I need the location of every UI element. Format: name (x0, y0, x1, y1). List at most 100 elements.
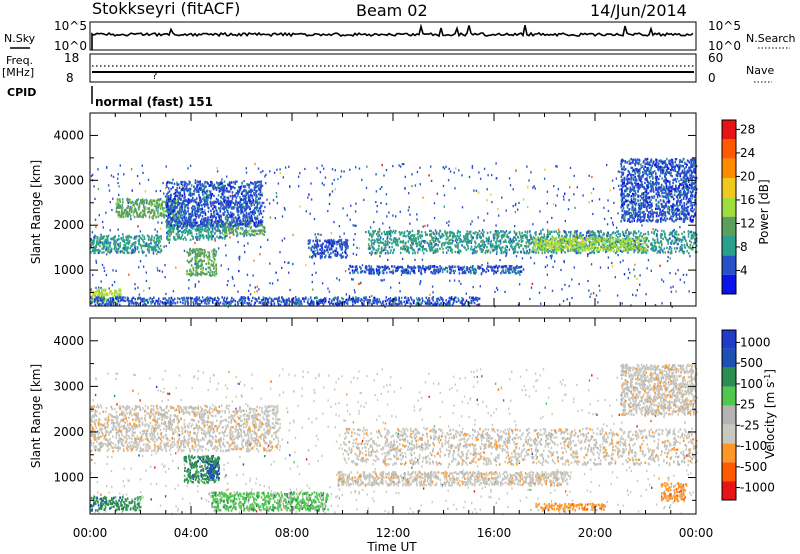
echo-pixel (236, 203, 238, 206)
echo-pixel (485, 249, 488, 252)
scatter-pixel (675, 290, 677, 293)
scatter-pixel (550, 257, 552, 260)
echo-pixel (351, 269, 354, 272)
echo-pixel (423, 240, 425, 243)
echo-pixel (159, 244, 162, 248)
scatter-pixel (259, 253, 261, 256)
echo-pixel (482, 235, 485, 238)
echo-pixel (115, 241, 118, 244)
scatter-pixel (188, 287, 190, 290)
echo-pixel (642, 250, 645, 253)
echo-pixel (646, 237, 649, 240)
scatter-pixel (627, 277, 629, 280)
echo-pixel (258, 229, 260, 232)
echo-pixel (565, 235, 568, 238)
echo-pixel (322, 242, 324, 245)
echo-pixel (468, 239, 470, 242)
echo-pixel (674, 231, 676, 234)
scatter-pixel (100, 286, 102, 290)
echo-pixel (199, 180, 201, 183)
echo-pixel (106, 292, 108, 295)
echo-pixel (256, 215, 259, 218)
echo-pixel (256, 217, 259, 220)
scatter-pixel (330, 238, 332, 241)
echo-pixel (236, 180, 238, 183)
scatter-pixel (569, 186, 571, 189)
echo-pixel (189, 230, 192, 233)
echo-pixel (169, 228, 172, 232)
echo-pixel (403, 248, 406, 251)
echo-pixel (386, 232, 388, 235)
echo-pixel (210, 182, 212, 185)
scatter-pixel (535, 231, 537, 234)
echo-pixel (575, 249, 577, 252)
echo-pixel (250, 181, 252, 184)
echo-pixel (251, 229, 253, 233)
echo-pixel (510, 245, 512, 248)
echo-pixel (490, 246, 492, 249)
echo-pixel (438, 232, 440, 235)
echo-pixel (187, 203, 189, 206)
echo-pixel (199, 258, 202, 261)
echo-pixel (207, 203, 209, 206)
scatter-pixel (592, 292, 595, 295)
echo-pixel (190, 249, 193, 253)
scatter-pixel (103, 266, 105, 269)
echo-pixel (526, 235, 528, 239)
echo-pixel (134, 209, 136, 212)
echo-pixel (234, 182, 236, 185)
echo-pixel (441, 244, 443, 247)
scatter-pixel (690, 184, 692, 187)
echo-pixel (664, 251, 666, 254)
scatter-pixel (587, 253, 589, 256)
echo-pixel (612, 236, 614, 240)
echo-pixel (317, 244, 320, 247)
scatter-pixel (145, 279, 148, 283)
echo-pixel (654, 245, 656, 248)
scatter-pixel (261, 192, 263, 195)
echo-pixel (182, 186, 185, 190)
scatter-pixel (332, 302, 334, 306)
echo-pixel (520, 238, 522, 241)
echo-pixel (182, 214, 184, 217)
echo-pixel (516, 271, 519, 274)
echo-pixel (198, 238, 201, 241)
echo-pixel (173, 227, 175, 231)
scatter-pixel (409, 222, 411, 225)
echo-pixel (629, 232, 631, 235)
echo-pixel (370, 239, 372, 243)
echo-pixel (237, 213, 239, 216)
echo-pixel (467, 240, 469, 243)
echo-pixel (115, 202, 118, 205)
scatter-pixel (243, 244, 245, 247)
echo-pixel (637, 251, 639, 254)
echo-pixel (150, 237, 153, 241)
scatter-pixel (128, 273, 130, 276)
echo-pixel (436, 248, 439, 251)
scatter-pixel (662, 280, 665, 283)
echo-pixel (223, 229, 225, 233)
scatter-pixel (483, 167, 486, 170)
echo-pixel (90, 251, 92, 254)
echo-pixel (316, 252, 319, 255)
scatter-pixel (97, 168, 99, 171)
echo-pixel (240, 207, 242, 211)
echo-pixel (125, 238, 128, 242)
echo-pixel (408, 232, 410, 235)
echo-pixel (210, 222, 212, 226)
echo-pixel (383, 247, 386, 250)
scatter-pixel (504, 290, 506, 293)
echo-pixel (626, 234, 628, 237)
echo-pixel (192, 196, 194, 200)
echo-pixel (242, 215, 245, 218)
scatter-pixel (333, 221, 335, 224)
echo-pixel (230, 181, 233, 184)
echo-pixel (413, 237, 415, 240)
echo-pixel (662, 237, 664, 241)
echo-pixel (650, 242, 653, 245)
echo-pixel (118, 215, 120, 219)
echo-pixel (178, 225, 181, 228)
echo-pixel (348, 267, 350, 271)
scatter-pixel (264, 206, 266, 209)
echo-pixel (472, 236, 474, 240)
